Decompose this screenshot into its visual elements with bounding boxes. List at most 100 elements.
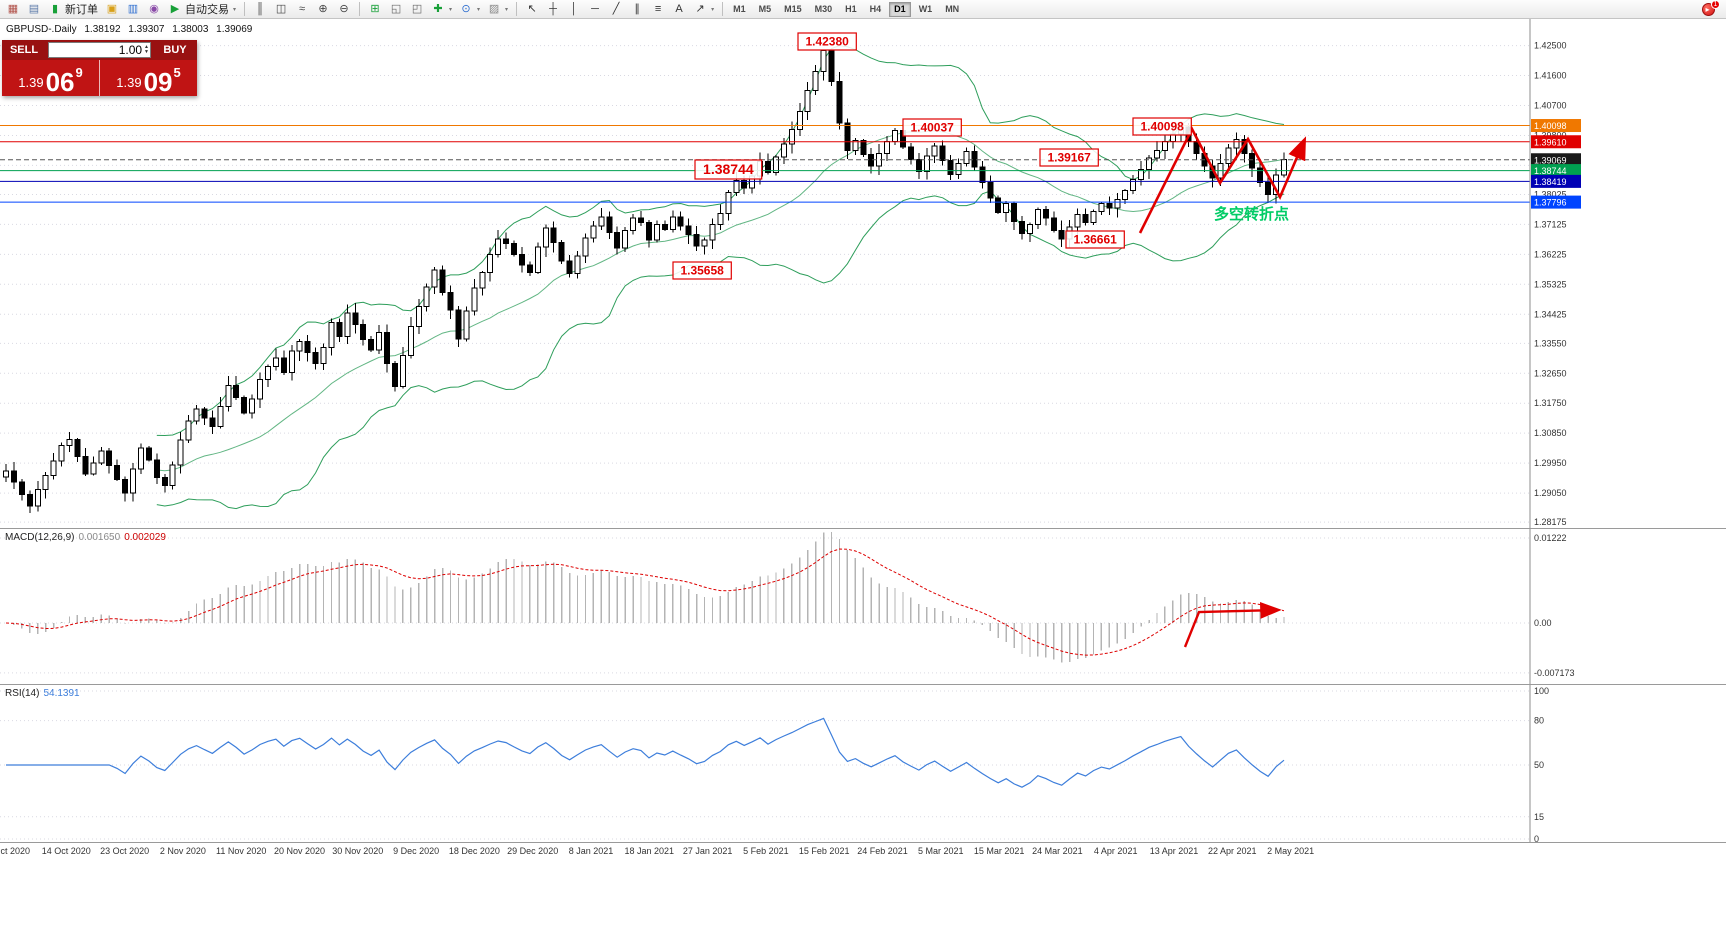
arrows-icon-dropdown-icon[interactable]: ▾ <box>711 6 715 13</box>
price-callout[interactable] <box>1065 230 1125 249</box>
bar-chart-mode-icon[interactable]: ║ <box>250 1 270 18</box>
community-icon-glyph: ◉ <box>149 2 159 15</box>
price-tag-label: 1.38419 <box>1534 177 1567 187</box>
profiles-icon[interactable]: ▤ <box>24 1 44 18</box>
candle-body <box>1249 153 1256 169</box>
arrange-windows-icon[interactable]: ◰ <box>407 1 427 18</box>
timeframe-d1-button[interactable]: D1 <box>889 1 911 17</box>
candle-body <box>312 351 319 364</box>
date-label: 30 Nov 2020 <box>332 846 384 856</box>
candle-body <box>788 128 795 145</box>
candle-body <box>923 155 930 172</box>
vertical-line-icon[interactable]: │ <box>564 1 584 18</box>
candle-body <box>225 385 232 408</box>
candle-body <box>939 145 946 161</box>
timeframe-h4-button[interactable]: H4 <box>869 4 882 14</box>
cascade-windows-icon[interactable]: ◱ <box>386 1 406 18</box>
price-callout[interactable] <box>694 159 763 180</box>
turning-point-label[interactable]: 多空转折点 <box>1214 205 1289 223</box>
candle-body <box>979 166 986 184</box>
buy-button[interactable]: BUY <box>163 44 187 56</box>
buy-price-button[interactable]: 1.39 09 5 <box>100 60 197 96</box>
candle-body <box>114 464 121 480</box>
templates-icon[interactable]: ▨ ▾ <box>484 1 511 18</box>
timeframe-m15-button[interactable]: M15 <box>784 4 802 14</box>
candle-body <box>399 355 406 387</box>
zoom-out-icon[interactable]: ⊖ <box>334 1 354 18</box>
candle-body <box>772 156 779 174</box>
price-callout[interactable] <box>797 32 857 51</box>
price-callout-label: 1.36661 <box>1073 233 1117 247</box>
macd-histogram <box>13 531 1285 663</box>
candle-body <box>765 160 772 174</box>
main-price-chart[interactable]: 1.425001.416001.407001.398001.389001.380… <box>0 19 1726 528</box>
line-chart-mode-icon[interactable]: ≈ <box>292 1 312 18</box>
candle-body <box>836 81 843 124</box>
price-callout[interactable] <box>1039 148 1099 167</box>
horizontal-line-icon[interactable]: ─ <box>585 1 605 18</box>
timeframe-w1-button[interactable]: W1 <box>918 4 933 14</box>
sell-button[interactable]: SELL <box>9 44 39 56</box>
new-order-button-glyph: ▮ <box>51 2 59 15</box>
zoom-in-icon[interactable]: ⊕ <box>313 1 333 18</box>
candle-body <box>50 460 57 476</box>
volume-down-icon[interactable]: ▼ <box>144 49 149 55</box>
candlestick-mode-icon[interactable]: ◫ <box>271 1 291 18</box>
text-label-icon[interactable]: A <box>669 1 689 18</box>
trendline-icon[interactable]: ╱ <box>606 1 626 18</box>
rsi-indicator-panel[interactable]: 100 80 50 15 0 <box>0 684 1726 842</box>
sell-price-button[interactable]: 1.39 06 9 <box>2 60 100 96</box>
auto-trading-button-dropdown-icon[interactable]: ▾ <box>233 6 237 13</box>
price-callout[interactable] <box>1132 117 1192 136</box>
auto-trading-button[interactable]: ▶ 自动交易 ▾ <box>165 1 239 18</box>
price-tick-label: 1.31750 <box>1534 398 1567 408</box>
metaeditor-icon[interactable]: ▣ <box>102 1 122 18</box>
candle-body <box>304 340 311 353</box>
community-icon[interactable]: ◉ <box>144 1 164 18</box>
cursor-icon[interactable]: ↖ <box>522 1 542 18</box>
crosshair-icon-glyph: ┼ <box>549 2 557 15</box>
periods-icon-dropdown-icon[interactable]: ▾ <box>477 6 481 13</box>
templates-icon-dropdown-icon[interactable]: ▾ <box>505 6 509 13</box>
candle-body <box>574 255 581 275</box>
volume-input[interactable]: 1.00 ▲ ▼ <box>48 42 151 58</box>
indicators-icon[interactable]: ✚ ▾ <box>428 1 455 18</box>
rsi-label: RSI(14) 54.1391 <box>5 688 80 699</box>
candle-body <box>717 213 724 226</box>
candle-body <box>614 232 621 249</box>
macd-indicator-panel[interactable]: 0.01222 0.00 -0.007173 <box>0 528 1726 684</box>
candle-body <box>257 378 264 400</box>
volume-up-icon[interactable]: ▲ <box>144 43 149 50</box>
timeframe-m30-button[interactable]: M30 <box>814 4 833 14</box>
candle-body <box>487 254 494 274</box>
timeframe-m5-button[interactable]: M5 <box>758 4 772 14</box>
volume-stepper[interactable]: ▲ ▼ <box>144 43 149 56</box>
tile-windows-icon[interactable]: ⊞ <box>365 1 385 18</box>
crosshair-icon[interactable]: ┼ <box>543 1 563 18</box>
macd-arrow-annotation[interactable] <box>1183 602 1282 648</box>
price-callout[interactable] <box>672 261 732 280</box>
arrows-icon[interactable]: ↗ ▾ <box>690 1 717 18</box>
periods-icon[interactable]: ⊙ ▾ <box>456 1 483 18</box>
sell-price-big: 06 <box>45 67 75 98</box>
candle-body <box>598 216 605 227</box>
market-watch-icon[interactable]: ▥ <box>123 1 143 18</box>
indicators-icon-dropdown-icon[interactable]: ▾ <box>449 6 453 13</box>
buy-price-sup: 5 <box>173 65 181 80</box>
terminal-window-icon[interactable]: ▦ <box>3 1 23 18</box>
new-order-button[interactable]: ▮ 新订单 <box>45 1 101 18</box>
candle-body <box>1114 198 1121 209</box>
timeframe-m1-button[interactable]: M1 <box>733 4 746 14</box>
candle-body <box>701 239 708 247</box>
notifications-icon[interactable]: ▸ 1 <box>1702 0 1720 17</box>
trend-zigzag-arrow[interactable] <box>1138 126 1307 234</box>
timeframe-mn-button[interactable]: MN <box>945 4 960 14</box>
channel-icon[interactable]: ∥ <box>627 1 647 18</box>
timeframe-h1-button[interactable]: H1 <box>845 4 857 14</box>
price-tick-label: 1.36225 <box>1534 249 1567 259</box>
candle-body <box>431 269 438 288</box>
candle-body <box>653 224 660 241</box>
fibonacci-icon[interactable]: ≡ <box>648 1 668 18</box>
price-callout[interactable] <box>902 118 962 137</box>
